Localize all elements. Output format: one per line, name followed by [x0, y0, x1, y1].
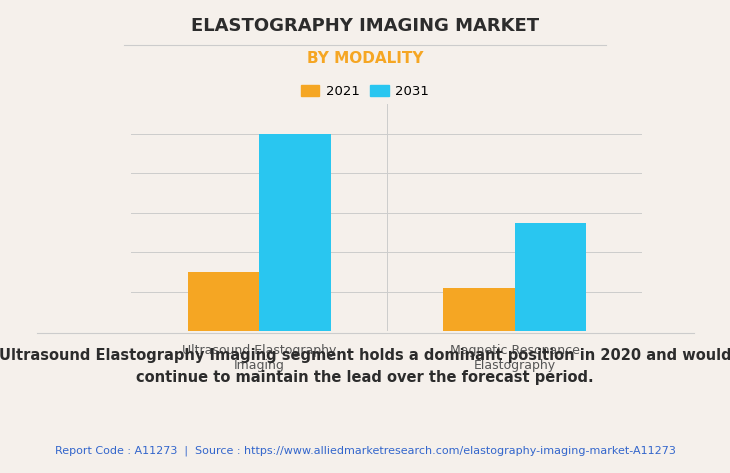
Text: ELASTOGRAPHY IMAGING MARKET: ELASTOGRAPHY IMAGING MARKET	[191, 17, 539, 35]
Bar	[188, 272, 259, 331]
Bar	[443, 288, 515, 331]
Bar	[515, 222, 586, 331]
Text: Ultrasound Elastography Imaging segment holds a dominant position in 2020 and wo: Ultrasound Elastography Imaging segment …	[0, 348, 730, 385]
Text: BY MODALITY: BY MODALITY	[307, 51, 423, 66]
Text: Report Code : A11273  |  Source : https://www.alliedmarketresearch.com/elastogra: Report Code : A11273 | Source : https://…	[55, 446, 675, 456]
Bar	[259, 134, 331, 331]
Legend: 2021, 2031: 2021, 2031	[296, 80, 434, 104]
